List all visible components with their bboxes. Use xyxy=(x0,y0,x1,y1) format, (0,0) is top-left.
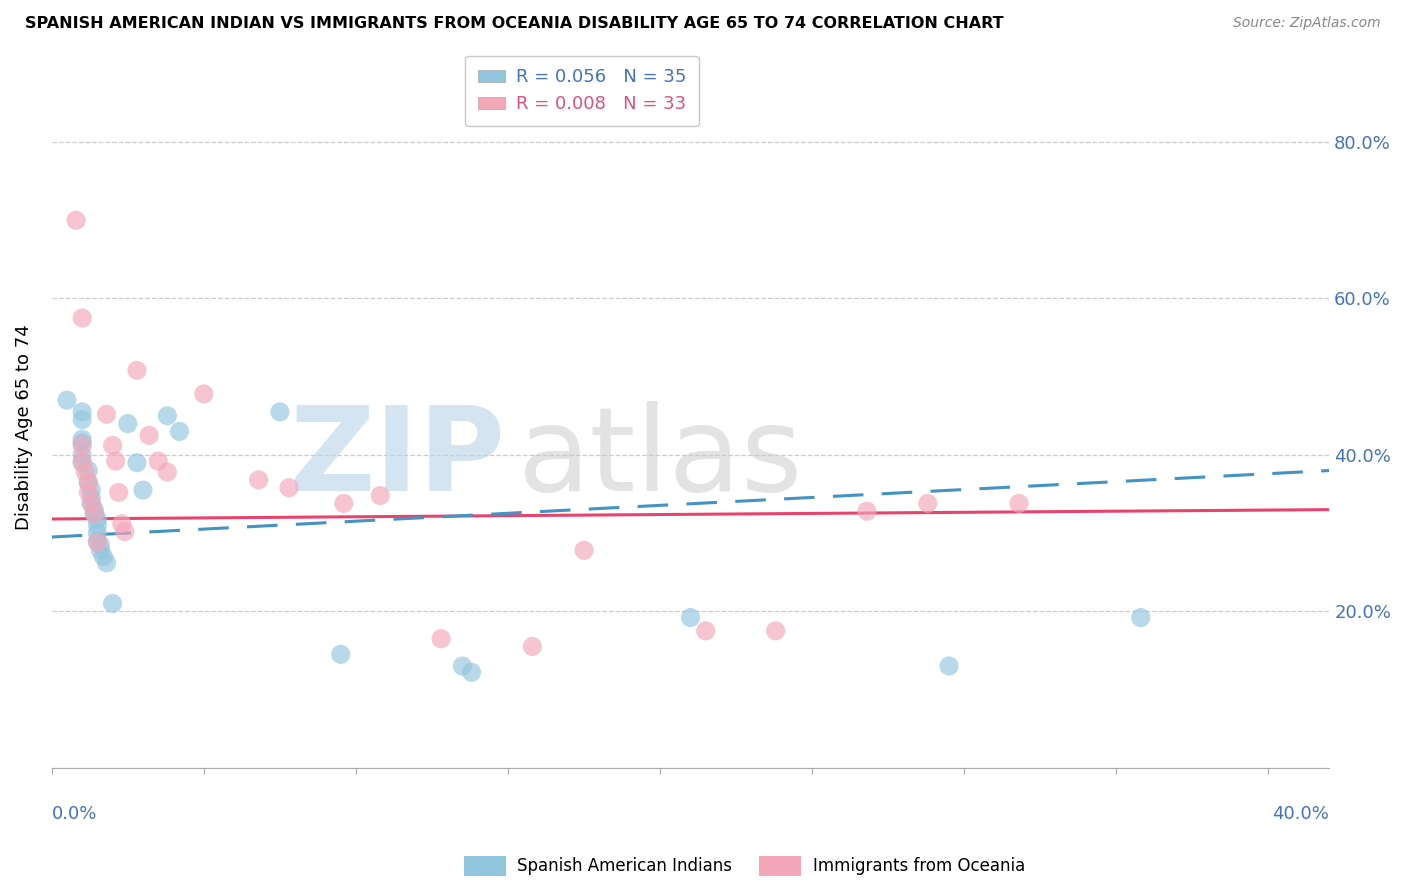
Point xyxy=(89,543,111,558)
Point xyxy=(70,438,93,452)
Point xyxy=(80,496,103,510)
Point xyxy=(148,454,170,468)
Point xyxy=(70,432,93,446)
Point xyxy=(80,496,103,510)
Point xyxy=(70,436,93,450)
Point xyxy=(451,659,474,673)
Point xyxy=(96,407,118,421)
Point xyxy=(138,428,160,442)
Point xyxy=(56,393,79,408)
Point xyxy=(938,659,960,673)
Point xyxy=(430,632,453,646)
Point xyxy=(96,556,118,570)
Point xyxy=(86,533,108,548)
Point xyxy=(89,538,111,552)
Text: Source: ZipAtlas.com: Source: ZipAtlas.com xyxy=(1233,16,1381,30)
Point xyxy=(70,405,93,419)
Point xyxy=(1129,610,1152,624)
Point xyxy=(156,409,179,423)
Text: ZIP: ZIP xyxy=(290,401,505,516)
Point xyxy=(104,454,127,468)
Point xyxy=(86,512,108,526)
Point xyxy=(917,496,939,510)
Point xyxy=(83,507,105,521)
Point xyxy=(80,483,103,497)
Point xyxy=(125,456,148,470)
Point xyxy=(679,610,702,624)
Text: atlas: atlas xyxy=(517,401,803,516)
Point xyxy=(65,213,87,227)
Point xyxy=(77,485,100,500)
Legend: R = 0.056   N = 35, R = 0.008   N = 33: R = 0.056 N = 35, R = 0.008 N = 33 xyxy=(465,55,699,126)
Point xyxy=(70,456,93,470)
Point xyxy=(522,640,544,654)
Point xyxy=(80,491,103,505)
Point xyxy=(856,504,879,518)
Point xyxy=(77,475,100,490)
Point xyxy=(460,665,482,680)
Point xyxy=(86,526,108,541)
Point xyxy=(125,363,148,377)
Point xyxy=(329,648,352,662)
Point xyxy=(132,483,155,497)
Point xyxy=(1008,496,1031,510)
Point xyxy=(156,465,179,479)
Point xyxy=(77,475,100,490)
Text: 40.0%: 40.0% xyxy=(1272,805,1329,823)
Point xyxy=(93,549,115,564)
Point xyxy=(70,448,93,462)
Point xyxy=(86,518,108,533)
Point xyxy=(101,597,124,611)
Point xyxy=(70,413,93,427)
Point xyxy=(111,516,134,531)
Point xyxy=(70,454,93,468)
Point xyxy=(117,417,139,431)
Point xyxy=(269,405,291,419)
Text: 0.0%: 0.0% xyxy=(52,805,97,823)
Point xyxy=(278,481,301,495)
Point xyxy=(332,496,354,510)
Point xyxy=(114,524,136,539)
Y-axis label: Disability Age 65 to 74: Disability Age 65 to 74 xyxy=(15,325,32,531)
Point xyxy=(169,425,191,439)
Point xyxy=(83,507,105,521)
Text: Immigrants from Oceania: Immigrants from Oceania xyxy=(813,857,1025,875)
Point xyxy=(77,463,100,477)
Point xyxy=(695,624,717,638)
Point xyxy=(368,489,391,503)
Text: Spanish American Indians: Spanish American Indians xyxy=(517,857,733,875)
Point xyxy=(70,311,93,326)
Point xyxy=(193,387,215,401)
Text: SPANISH AMERICAN INDIAN VS IMMIGRANTS FROM OCEANIA DISABILITY AGE 65 TO 74 CORRE: SPANISH AMERICAN INDIAN VS IMMIGRANTS FR… xyxy=(25,16,1004,31)
Point xyxy=(75,465,97,479)
Point xyxy=(765,624,787,638)
Point xyxy=(247,473,270,487)
Point xyxy=(83,502,105,516)
Point xyxy=(107,485,129,500)
Point xyxy=(572,543,595,558)
Point xyxy=(86,535,108,549)
Point xyxy=(101,438,124,452)
